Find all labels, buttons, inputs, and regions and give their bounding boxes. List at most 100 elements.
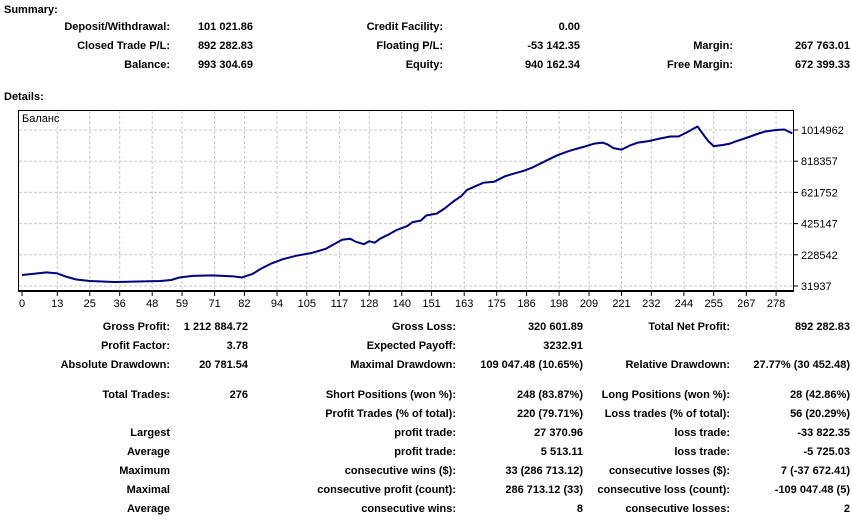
- svg-text:105: 105: [298, 298, 316, 310]
- long-positions-label: Long Positions (won %):: [601, 389, 730, 401]
- average-loss-trade-value: -5 725.03: [803, 446, 850, 458]
- stats-row: Profit Factor: 3.78 Expected Payoff: 323…: [0, 340, 852, 354]
- maximal-label: Maximal: [126, 484, 170, 496]
- svg-text:1014962: 1014962: [801, 125, 844, 137]
- stats-row: Absolute Drawdown: 20 781.54 Maximal Dra…: [0, 359, 852, 373]
- gross-profit-label: Gross Profit:: [102, 321, 170, 333]
- chart-series-label: Баланс: [22, 113, 60, 125]
- consecutive-loss-count-label: consecutive loss (count):: [597, 484, 730, 496]
- largest-loss-trade-value: -33 822.35: [797, 427, 850, 439]
- svg-text:228542: 228542: [801, 250, 838, 262]
- total-net-profit-value: 892 282.83: [794, 321, 850, 333]
- equity-label: Equity:: [405, 59, 443, 71]
- svg-text:186: 186: [517, 298, 535, 310]
- deposit-withdrawal-value: 101 021.86: [197, 21, 253, 33]
- floating-pl-value: -53 142.35: [527, 40, 580, 52]
- svg-text:48: 48: [146, 298, 158, 310]
- svg-text:232: 232: [642, 298, 660, 310]
- consecutive-profit-count-label: consecutive profit (count):: [317, 484, 456, 496]
- loss-trades-label: Loss trades (% of total):: [604, 408, 730, 420]
- svg-text:25: 25: [84, 298, 96, 310]
- average-consecutive-label: Average: [126, 503, 170, 515]
- equity-value: 940 162.34: [524, 59, 580, 71]
- summary-row: Balance: 993 304.69 Equity: 940 162.34 F…: [0, 59, 852, 73]
- balance-value: 993 304.69: [197, 59, 253, 71]
- credit-facility-value: 0.00: [558, 21, 580, 33]
- svg-text:151: 151: [422, 298, 440, 310]
- svg-text:82: 82: [238, 298, 250, 310]
- total-trades-label: Total Trades:: [102, 389, 170, 401]
- maximum-label: Maximum: [119, 465, 170, 477]
- gross-profit-value: 1 212 884.72: [183, 321, 248, 333]
- svg-text:425147: 425147: [801, 219, 838, 231]
- svg-text:175: 175: [488, 298, 506, 310]
- profit-trades-value: 220 (79.71%): [516, 408, 583, 420]
- floating-pl-label: Floating P/L:: [376, 40, 443, 52]
- closed-trade-pl-label: Closed Trade P/L:: [77, 40, 170, 52]
- svg-text:818357: 818357: [801, 156, 838, 168]
- svg-text:244: 244: [675, 298, 693, 310]
- svg-text:255: 255: [705, 298, 723, 310]
- balance-chart: 1014962 818357 621752 425147 228542 31937 0 13 2…: [18, 110, 852, 320]
- largest-profit-trade-value: 27 370.96: [534, 427, 583, 439]
- average-label: Average: [126, 446, 170, 458]
- svg-text:198: 198: [550, 298, 568, 310]
- trades-row: Maximum consecutive wins ($): 33 (286 71…: [0, 465, 852, 479]
- free-margin-value: 672 399.33: [794, 59, 850, 71]
- balance-chart-svg: 1014962 818357 621752 425147 228542 31937 0 13 2…: [18, 110, 844, 310]
- consecutive-wins-usd-label: consecutive wins ($):: [344, 465, 456, 477]
- profit-factor-label: Profit Factor:: [100, 340, 170, 352]
- balance-label: Balance:: [124, 59, 170, 71]
- svg-text:0: 0: [19, 298, 25, 310]
- long-positions-value: 28 (42.86%): [790, 389, 850, 401]
- gross-loss-value: 320 601.89: [527, 321, 583, 333]
- gross-loss-label: Gross Loss:: [391, 321, 456, 333]
- consecutive-wins-usd-value: 33 (286 713.12): [505, 465, 583, 477]
- largest-loss-trade-label: loss trade:: [674, 427, 730, 439]
- svg-text:13: 13: [51, 298, 63, 310]
- trades-row: Largest profit trade: 27 370.96 loss tra…: [0, 427, 852, 441]
- svg-text:163: 163: [455, 298, 473, 310]
- trades-row: Average consecutive wins: 8 consecutive …: [0, 503, 852, 517]
- credit-facility-label: Credit Facility:: [366, 21, 443, 33]
- svg-text:94: 94: [271, 298, 283, 310]
- svg-text:128: 128: [360, 298, 378, 310]
- short-positions-label: Short Positions (won %):: [325, 389, 456, 401]
- profit-trades-label: Profit Trades (% of total):: [325, 408, 456, 420]
- average-loss-trade-label: loss trade:: [674, 446, 730, 458]
- stats-row: Gross Profit: 1 212 884.72 Gross Loss: 3…: [0, 321, 852, 335]
- consecutive-losses-label: consecutive losses:: [625, 503, 730, 515]
- trades-row: Average profit trade: 5 513.11 loss trad…: [0, 446, 852, 460]
- margin-label: Margin:: [693, 40, 733, 52]
- svg-text:140: 140: [393, 298, 411, 310]
- summary-row: Closed Trade P/L: 892 282.83 Floating P/…: [0, 40, 852, 54]
- largest-profit-trade-label: profit trade:: [394, 427, 456, 439]
- trades-row: Maximal consecutive profit (count): 286 …: [0, 484, 852, 498]
- average-profit-trade-label: profit trade:: [394, 446, 456, 458]
- loss-trades-value: 56 (20.29%): [790, 408, 850, 420]
- svg-text:267: 267: [737, 298, 755, 310]
- average-profit-trade-value: 5 513.11: [540, 446, 583, 458]
- svg-text:31937: 31937: [801, 281, 832, 293]
- svg-text:621752: 621752: [801, 187, 838, 199]
- consecutive-losses-value: 2: [843, 503, 850, 515]
- largest-label: Largest: [130, 427, 170, 439]
- maximal-drawdown-label: Maximal Drawdown:: [350, 359, 456, 371]
- short-positions-value: 248 (83.87%): [516, 389, 583, 401]
- margin-value: 267 763.01: [794, 40, 850, 52]
- absolute-drawdown-value: 20 781.54: [199, 359, 248, 371]
- svg-text:221: 221: [612, 298, 630, 310]
- expected-payoff-label: Expected Payoff:: [366, 340, 456, 352]
- svg-text:117: 117: [331, 298, 349, 310]
- absolute-drawdown-label: Absolute Drawdown:: [60, 359, 170, 371]
- svg-text:59: 59: [176, 298, 188, 310]
- deposit-withdrawal-label: Deposit/Withdrawal:: [64, 21, 170, 33]
- summary-row: Deposit/Withdrawal: 101 021.86 Credit Fa…: [0, 21, 852, 35]
- consecutive-loss-count-value: -109 047.48 (5): [774, 484, 850, 496]
- svg-text:209: 209: [580, 298, 598, 310]
- expected-payoff-value: 3232.91: [543, 340, 583, 352]
- maximal-drawdown-value: 109 047.48 (10.65%): [480, 359, 583, 371]
- details-title: Details:: [4, 91, 44, 103]
- relative-drawdown-label: Relative Drawdown:: [625, 359, 730, 371]
- trades-row: Profit Trades (% of total): 220 (79.71%)…: [0, 408, 852, 422]
